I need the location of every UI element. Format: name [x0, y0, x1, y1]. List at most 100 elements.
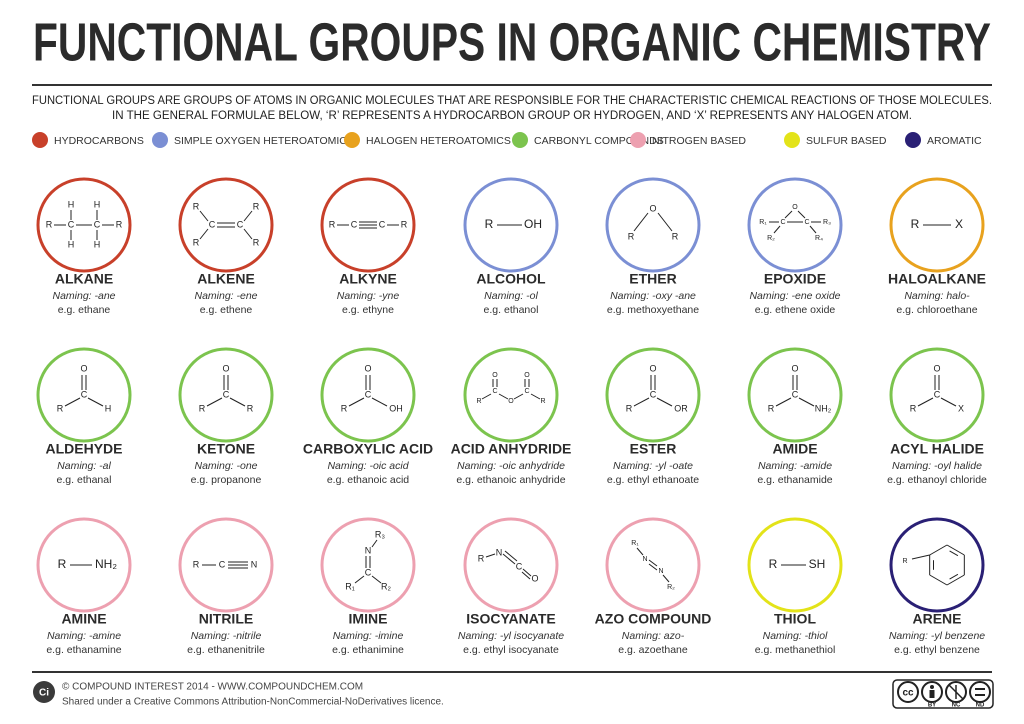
functional-group: R ARENE Naming: -yl benzene e.g. ethyl benz…	[889, 517, 985, 656]
group-name: ALDEHYDE	[45, 441, 122, 457]
atom-label: OR	[674, 403, 688, 413]
group-ring	[747, 177, 843, 273]
group-ring	[36, 347, 132, 443]
bond	[775, 397, 792, 407]
atom-label: R₃	[375, 529, 385, 539]
group-name: NITRILE	[199, 611, 253, 627]
atom-label: N	[496, 547, 503, 557]
atom-label: C	[804, 219, 809, 226]
atom-label: O	[933, 363, 940, 373]
badge-label: NC	[952, 703, 961, 709]
naming-rule: Naming: -al	[57, 460, 111, 472]
functional-group: O R₁ C C R₃ R₂ R₄ EPOXIDE Naming: -ene oxide e.g.…	[747, 177, 843, 316]
functional-group: O C R X ACYL HALIDE Naming: -oyl halide e.g. e…	[887, 347, 987, 486]
group-ring	[178, 177, 274, 273]
atom-label: N	[251, 559, 258, 569]
atom-label: O	[649, 203, 656, 213]
example: e.g. ethanol	[484, 304, 539, 316]
atom-label: R	[768, 403, 775, 413]
example: e.g. ethanoyl chloride	[887, 474, 987, 486]
legend-label: NITROGEN BASED	[652, 135, 746, 147]
bond	[502, 553, 516, 565]
group-name: ACID ANHYDRIDE	[451, 441, 572, 457]
bond	[348, 397, 365, 407]
atom-label: OH	[524, 217, 542, 231]
bond	[648, 563, 658, 571]
bond	[636, 547, 644, 556]
bond	[784, 210, 793, 219]
atom-label: C	[650, 389, 657, 399]
atom-label: NH₂	[95, 557, 117, 571]
license: Shared under a Creative Commons Attribut…	[62, 697, 444, 708]
bond	[949, 550, 959, 557]
legend-label: AROMATIC	[927, 135, 982, 147]
atom-label: H	[94, 199, 101, 209]
example: e.g. ethanamine	[46, 644, 121, 656]
naming-rule: Naming: -one	[194, 460, 257, 472]
example: e.g. ethane	[58, 304, 111, 316]
atom-label: R₂	[767, 235, 775, 242]
atom-label: C	[365, 389, 372, 399]
atom-label: R	[628, 231, 635, 241]
functional-group: R₃N C R₁ R₂ IMINE Naming: -imine e.g. ethanimi…	[320, 517, 416, 656]
group-name: ARENE	[912, 611, 961, 627]
atom-label: R	[193, 237, 200, 247]
functional-group: R C C R ALKYNE Naming: -yne e.g. ethyne	[320, 177, 416, 316]
atom-label: R₁	[631, 540, 639, 547]
bond	[354, 575, 365, 584]
atom-label: R	[253, 237, 260, 247]
legend-dot	[512, 132, 528, 148]
atom-label: R	[769, 557, 778, 571]
atom-label: C	[780, 219, 785, 226]
functional-group: R SH THIOL Naming: -thiol e.g. methanethiol	[747, 517, 843, 656]
cc-badge: cc	[892, 679, 994, 709]
functional-group: R₁ N N R₂ AZO COMPOUND Naming: azo-e.g. azoet…	[595, 517, 711, 656]
atom-label: R	[476, 398, 481, 405]
example: e.g. azoethane	[618, 644, 688, 656]
bond	[798, 397, 815, 407]
atom-label: C	[524, 388, 529, 395]
atom-label: O	[649, 363, 656, 373]
bond	[773, 225, 781, 234]
legend-dot	[152, 132, 168, 148]
bond	[504, 550, 518, 562]
atom-label: O	[364, 363, 371, 373]
bond	[911, 554, 930, 560]
atom-label: R	[478, 553, 485, 563]
functional-group: O C R R KETONE Naming: -one e.g. propanone	[178, 347, 274, 486]
nd-icon	[969, 681, 991, 703]
group-ring	[605, 517, 701, 613]
atom-label: N	[365, 545, 372, 555]
atom-label: C	[792, 389, 799, 399]
functional-group: R N CO ISOCYANATE Naming: -yl isocyanate e.g.…	[458, 517, 564, 656]
group-name: ISOCYANATE	[466, 611, 555, 627]
group-ring	[605, 347, 701, 443]
naming-rule: Naming: azo-	[622, 630, 685, 642]
bond	[243, 228, 253, 240]
naming-rule: Naming: -oxy -ane	[610, 290, 696, 302]
group-name: IMINE	[349, 611, 388, 627]
bond	[530, 393, 541, 400]
group-name: ESTER	[630, 441, 677, 457]
bond	[485, 553, 496, 558]
naming-rule: Naming: -oic anhydride	[457, 460, 565, 472]
group-ring	[178, 347, 274, 443]
bond	[917, 397, 934, 407]
atom-label: R₂	[667, 584, 675, 591]
functional-group: O C R NH₂ AMIDE Naming: -amide e.g. ethanamide	[747, 347, 843, 486]
example: e.g. propanone	[191, 474, 262, 486]
bond	[199, 228, 209, 240]
badge-label: BY	[928, 703, 936, 709]
bond	[521, 571, 531, 580]
by-body	[929, 690, 935, 698]
atom-label: SH	[809, 557, 826, 571]
group-name: CARBOXYLIC ACID	[303, 441, 433, 457]
naming-rule: Naming: -thiol	[763, 630, 828, 642]
atom-label: H	[105, 403, 112, 413]
group-name: ACYL HALIDE	[890, 441, 984, 457]
atom-label: C	[68, 219, 75, 229]
naming-rule: Naming: -amine	[47, 630, 121, 642]
atom-label: R	[626, 403, 633, 413]
group-ring	[889, 517, 985, 613]
atom-label: OH	[389, 403, 403, 413]
